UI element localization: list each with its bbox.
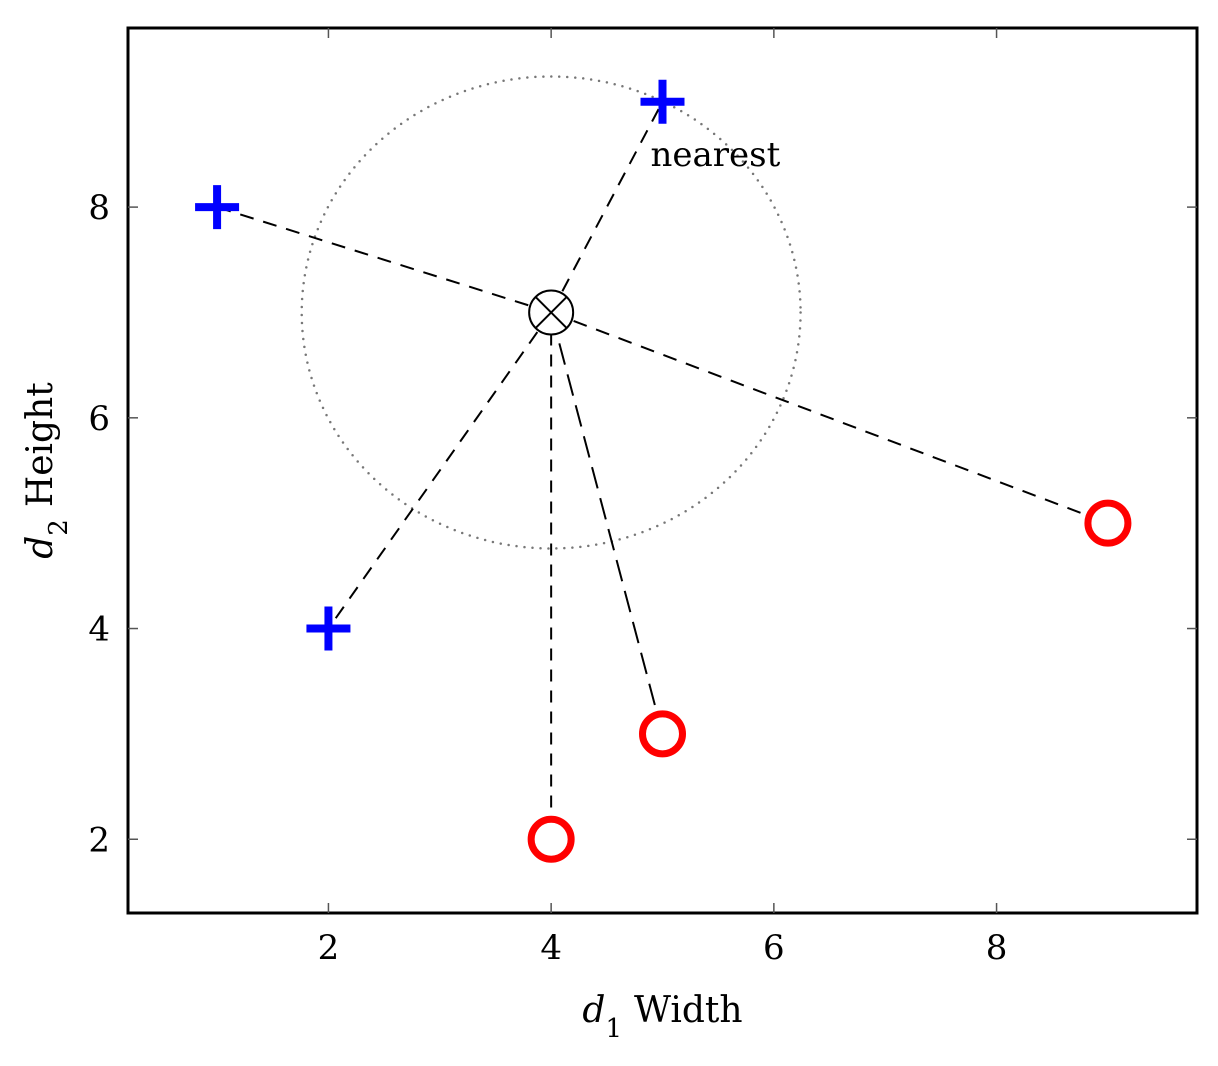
nearest-annotation: nearest — [651, 135, 781, 175]
plus-point — [195, 185, 240, 230]
circle-point — [639, 710, 686, 758]
y-axis-title: d2Height — [20, 382, 74, 559]
y-tick-label: 4 — [88, 610, 110, 650]
plus-point — [640, 79, 685, 124]
circle-point — [1084, 499, 1132, 547]
y-tick-label: 2 — [88, 820, 110, 860]
distance-line — [550, 312, 664, 735]
plot-frame — [126, 26, 1199, 915]
circle-point — [527, 815, 575, 863]
distance-line — [327, 311, 552, 630]
x-tick-label: 6 — [763, 928, 785, 968]
radius-circle — [300, 75, 802, 550]
distance-line — [216, 206, 552, 314]
x-tick-label: 8 — [986, 928, 1008, 968]
query-point — [528, 289, 575, 336]
distance-line — [550, 101, 664, 313]
data-points — [195, 79, 1132, 863]
distance-guides — [216, 75, 1109, 840]
x-tick-label: 4 — [540, 928, 562, 968]
y-tick-label: 8 — [88, 188, 110, 228]
y-tick-label: 6 — [88, 399, 110, 439]
x-axis-title: d1 Width — [582, 990, 742, 1044]
distance-line — [550, 311, 1109, 525]
x-tick-label: 2 — [318, 928, 340, 968]
plus-point — [306, 606, 351, 651]
axis-ticks: 2 4 6 8 2 4 6 8 — [88, 28, 1197, 968]
